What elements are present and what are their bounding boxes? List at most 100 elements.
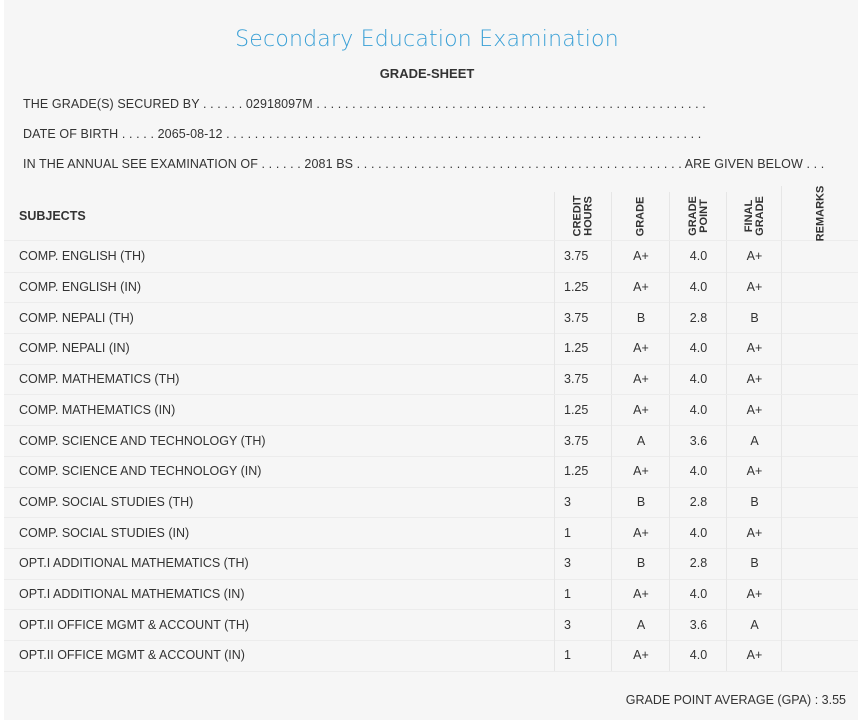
final-grade-cell: A+ [726, 241, 782, 272]
grade-point-cell: 4.0 [669, 640, 727, 671]
header-subjects: SUBJECTS [19, 192, 549, 240]
gpa-label: GRADE POINT AVERAGE (GPA) : [625, 693, 819, 707]
subject-cell: COMP. NEPALI (IN) [19, 341, 130, 356]
header-grade-point: GRADE POINT [669, 192, 727, 240]
subject-cell: COMP. MATHEMATICS (IN) [19, 402, 176, 417]
dob-dots: . . . . . . . . . . . . . . . . . . . . … [226, 127, 702, 141]
final-grade-cell: B [726, 548, 782, 579]
gpa-value: 3.55 [821, 693, 846, 707]
table-row: OPT.I ADDITIONAL MATHEMATICS (IN) 1 A+ 4.0 A… [4, 578, 858, 611]
remarks-cell [781, 394, 858, 426]
remarks-cell [781, 548, 858, 579]
grade-cell: A+ [611, 394, 670, 426]
header-grade: GRADE [611, 192, 670, 240]
grade-point-cell: 4.0 [669, 517, 727, 548]
table-row: COMP. SOCIAL STUDIES (TH) 3 B 2.8 B [4, 486, 858, 519]
remarks-cell [781, 517, 858, 548]
dob-line: DATE OF BIRTH . . . . . 2065-08-12 . . .… [23, 127, 701, 141]
credit-hours-cell: 1 [554, 640, 611, 671]
subject-cell: COMP. SOCIAL STUDIES (TH) [19, 494, 194, 509]
exam-suffix: ARE GIVEN BELOW . . . [684, 157, 825, 171]
subject-cell: COMP. ENGLISH (TH) [19, 249, 146, 264]
final-grade-cell: B [726, 302, 782, 334]
grade-point-cell: 4.0 [669, 271, 727, 303]
page-title: Secondary Education Examination [235, 27, 619, 52]
grade-cell: B [611, 548, 670, 579]
final-grade-cell: A [726, 609, 782, 641]
final-grade-cell: A+ [726, 640, 782, 671]
dob-label: DATE OF BIRTH . . . . . [23, 127, 155, 141]
remarks-cell [781, 241, 858, 272]
final-grade-cell: A+ [726, 333, 782, 364]
header-grade-point-label: GRADE POINT [686, 196, 710, 236]
grade-cell: A+ [611, 517, 670, 548]
final-grade-cell: A+ [726, 578, 782, 610]
header-final-grade-label: FINAL GRADE [742, 196, 766, 236]
secured-by-line: THE GRADE(S) SECURED BY . . . . . . 0291… [23, 97, 706, 111]
table-row: COMP. NEPALI (TH) 3.75 B 2.8 B [4, 302, 858, 335]
subject-cell: COMP. SCIENCE AND TECHNOLOGY (TH) [19, 433, 266, 448]
table-row: COMP. SCIENCE AND TECHNOLOGY (IN) 1.25 A+ 4… [4, 455, 858, 488]
table-row: OPT.I ADDITIONAL MATHEMATICS (TH) 3 B 2.8 B [4, 548, 858, 580]
final-grade-cell: A+ [726, 363, 782, 395]
remarks-cell [781, 271, 858, 303]
grade-cell: A+ [611, 640, 670, 671]
credit-hours-cell: 1 [554, 517, 611, 548]
grade-point-cell: 4.0 [669, 333, 727, 364]
grade-point-cell: 4.0 [669, 241, 727, 272]
grade-point-cell: 4.0 [669, 578, 727, 610]
table-row: COMP. SOCIAL STUDIES (IN) 1 A+ 4.0 A+ [4, 517, 858, 549]
subject-cell: OPT.I ADDITIONAL MATHEMATICS (IN) [19, 587, 245, 602]
credit-hours-cell: 1.25 [554, 394, 611, 426]
final-grade-cell: A+ [726, 271, 782, 303]
grade-point-cell: 3.6 [669, 425, 727, 456]
remarks-cell [781, 486, 858, 518]
table-row: COMP. ENGLISH (TH) 3.75 A+ 4.0 A+ [4, 241, 858, 273]
grade-point-cell: 4.0 [669, 363, 727, 395]
final-grade-cell: A [726, 425, 782, 456]
grade-cell: A+ [611, 455, 670, 487]
secured-by-dots: . . . . . . . . . . . . . . . . . . . . … [316, 97, 706, 111]
exam-line: IN THE ANNUAL SEE EXAMINATION OF . . . .… [23, 157, 824, 171]
credit-hours-cell: 1.25 [554, 333, 611, 364]
remarks-cell [781, 455, 858, 487]
credit-hours-cell: 1.25 [554, 455, 611, 487]
header-remarks: REMARKS [781, 185, 858, 241]
header-remarks-label: REMARKS [814, 185, 826, 241]
credit-hours-cell: 3.75 [554, 241, 611, 272]
remarks-cell [781, 609, 858, 641]
grade-cell: A [611, 425, 670, 456]
grade-sheet: Secondary Education Examination GRADE-SH… [4, 0, 858, 720]
credit-hours-cell: 3.75 [554, 363, 611, 395]
subject-cell: COMP. SCIENCE AND TECHNOLOGY (IN) [19, 464, 262, 479]
credit-hours-cell: 1 [554, 578, 611, 610]
header-credit-hours-label: CREDIT HOURS [570, 195, 594, 237]
grade-point-cell: 2.8 [669, 548, 727, 579]
grade-cell: A+ [611, 271, 670, 303]
table-row: COMP. NEPALI (IN) 1.25 A+ 4.0 A+ [4, 333, 858, 365]
grade-point-cell: 4.0 [669, 455, 727, 487]
grade-point-cell: 3.6 [669, 609, 727, 641]
remarks-cell [781, 640, 858, 671]
final-grade-cell: A+ [726, 517, 782, 548]
page-subtitle: GRADE-SHEET [379, 66, 475, 81]
credit-hours-cell: 3 [554, 548, 611, 579]
table-row: OPT.II OFFICE MGMT & ACCOUNT (TH) 3 A 3.6 A [4, 609, 858, 642]
grade-point-cell: 4.0 [669, 394, 727, 426]
credit-hours-cell: 3 [554, 609, 611, 641]
header-final-grade: FINAL GRADE [726, 192, 782, 240]
subject-cell: COMP. SOCIAL STUDIES (IN) [19, 525, 190, 540]
header-credit-hours: CREDIT HOURS [554, 192, 611, 240]
table-header-row: SUBJECTS CREDIT HOURS GRADE GRADE POINT … [4, 185, 858, 241]
gpa-line: GRADE POINT AVERAGE (GPA) : 3.55 [626, 693, 846, 707]
header-grade-label: GRADE [634, 196, 647, 236]
subject-cell: OPT.II OFFICE MGMT & ACCOUNT (IN) [19, 648, 245, 663]
table-row: COMP. SCIENCE AND TECHNOLOGY (TH) 3.75 A 3.… [4, 425, 858, 457]
final-grade-cell: A+ [726, 455, 782, 487]
remarks-cell [781, 333, 858, 364]
subject-cell: COMP. ENGLISH (IN) [19, 280, 142, 295]
credit-hours-cell: 3.75 [554, 425, 611, 456]
grade-point-cell: 2.8 [669, 302, 727, 334]
secured-by-label: THE GRADE(S) SECURED BY . . . . . . [23, 97, 243, 111]
credit-hours-cell: 3 [554, 486, 611, 518]
